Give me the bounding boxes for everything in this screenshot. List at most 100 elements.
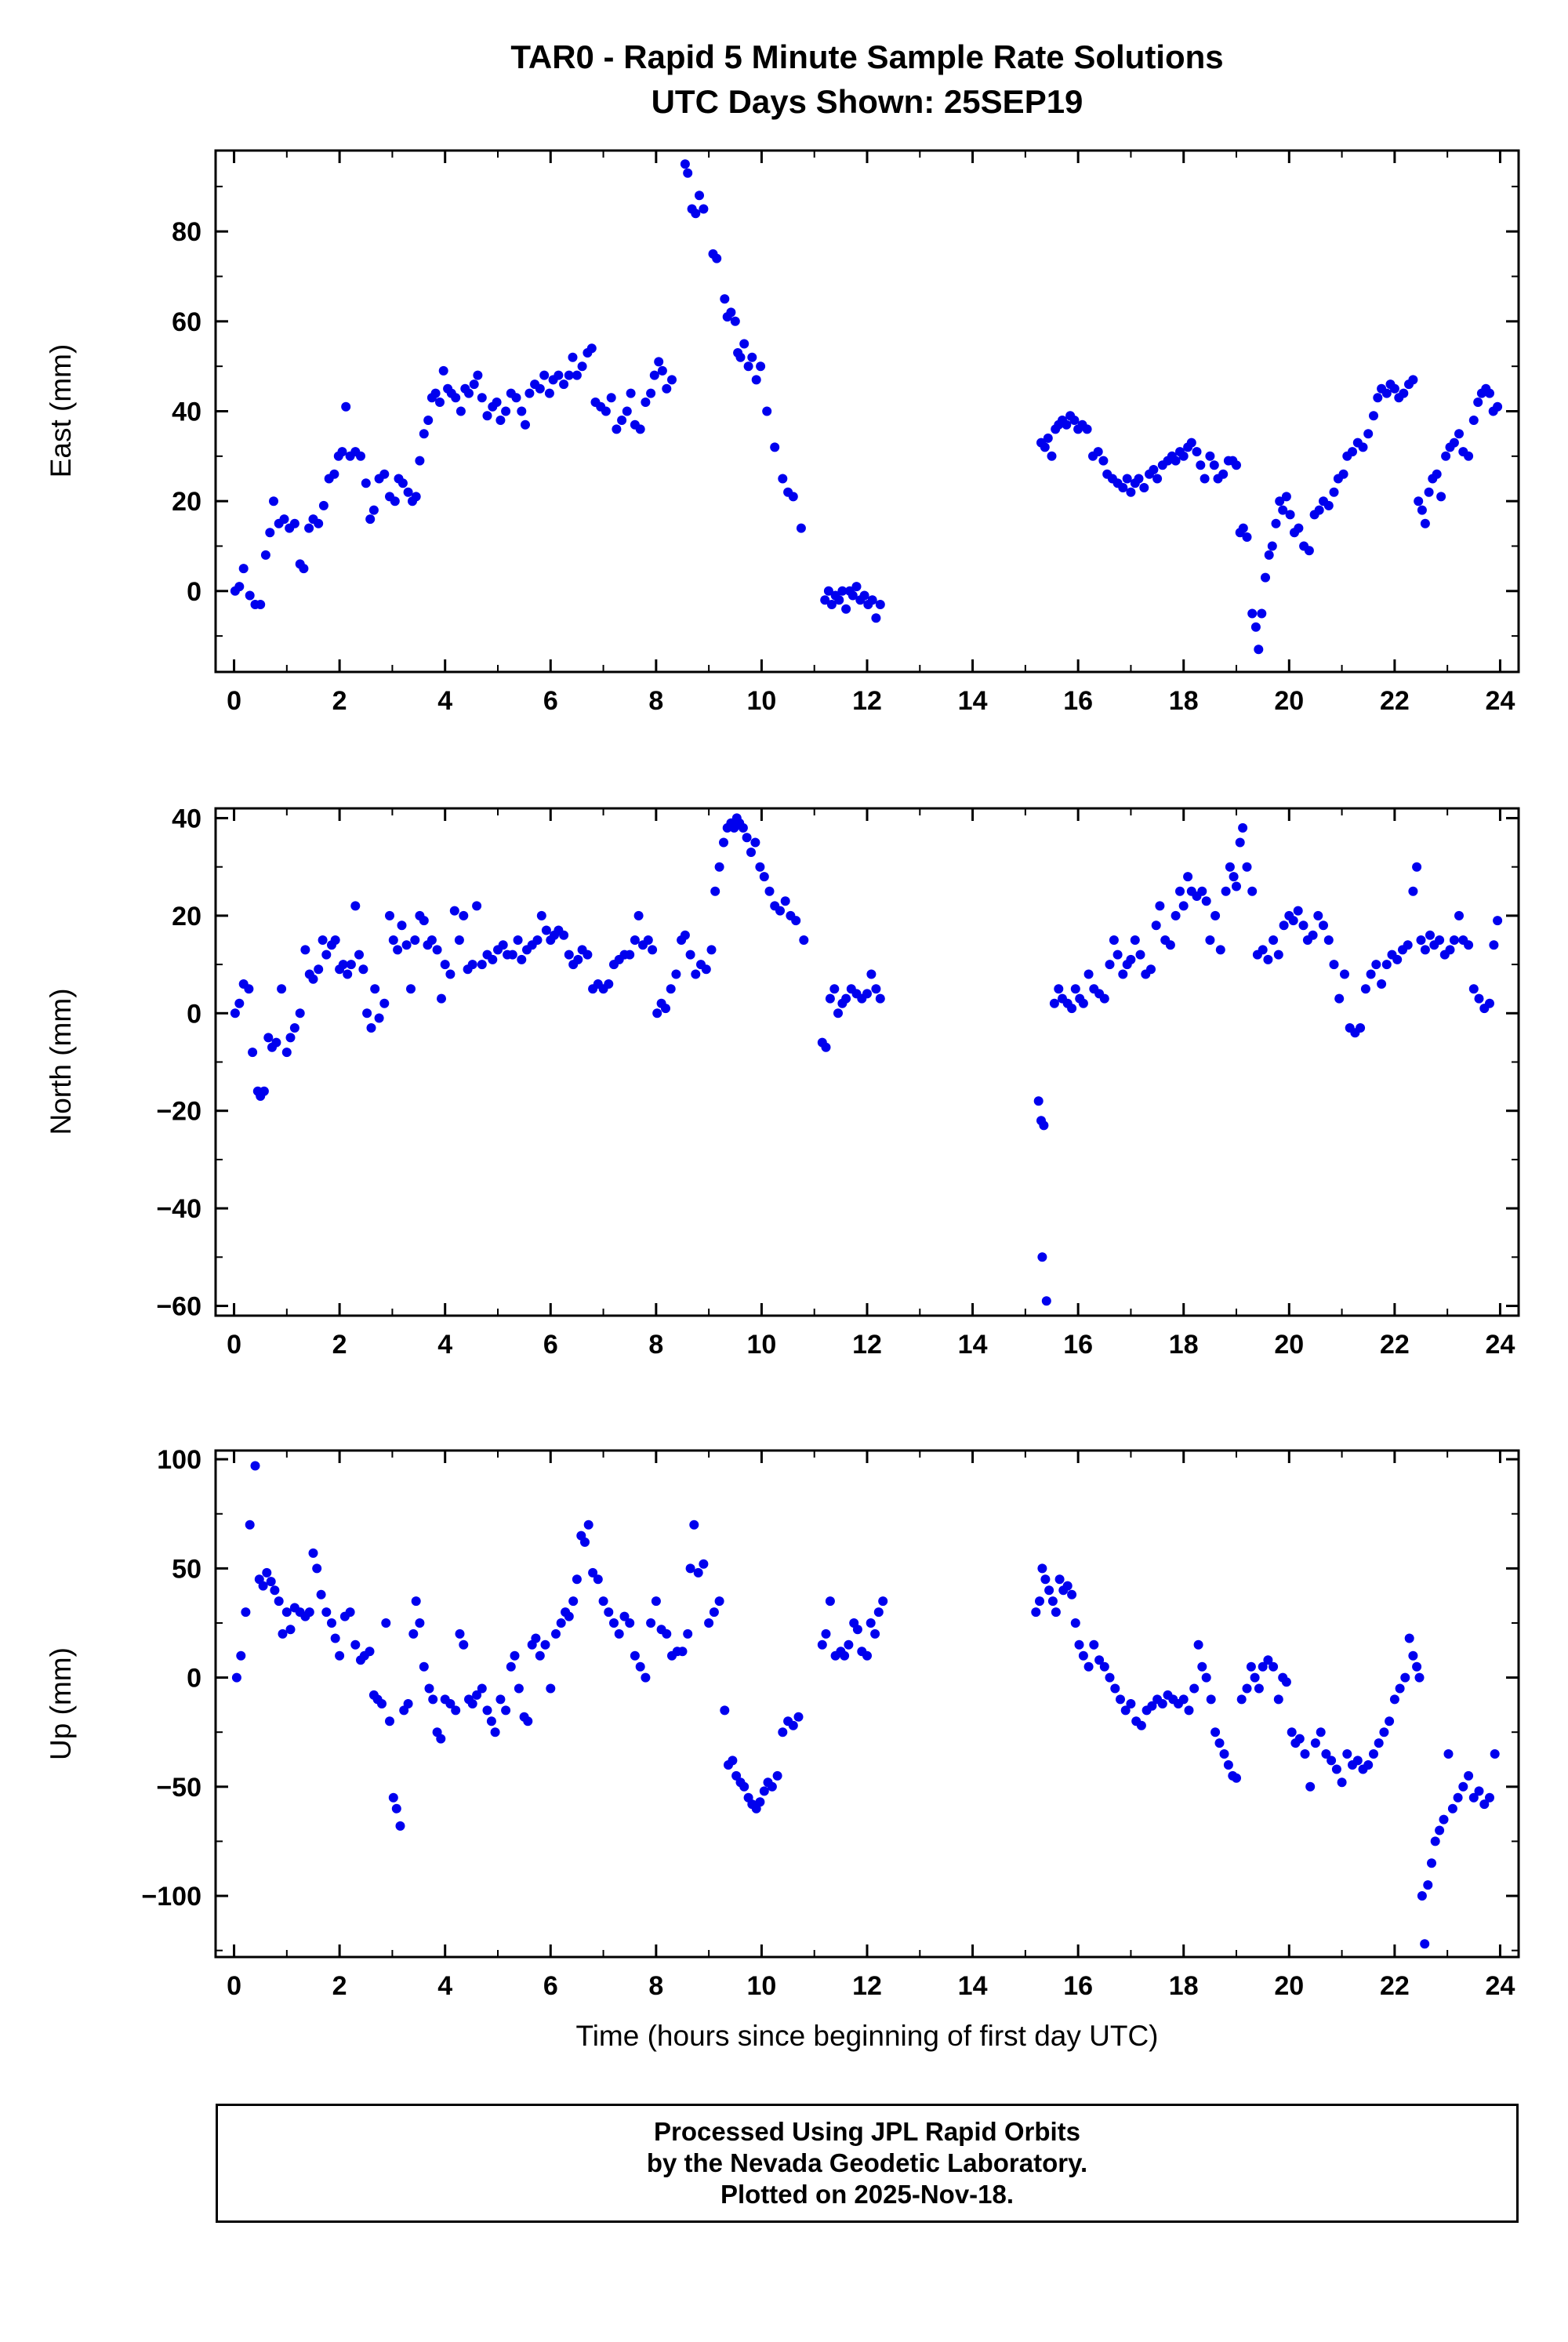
- data-point: [1412, 862, 1422, 872]
- data-point: [419, 916, 429, 926]
- data-point: [456, 406, 466, 416]
- data-point: [622, 406, 632, 416]
- data-point: [1136, 1720, 1146, 1730]
- data-point: [1439, 1814, 1449, 1825]
- x-tick-label: 22: [1380, 1971, 1410, 2001]
- data-point: [728, 1756, 738, 1766]
- data-point: [1126, 954, 1136, 964]
- data-point: [554, 370, 564, 380]
- data-point: [419, 1661, 429, 1672]
- data-point: [875, 600, 885, 609]
- data-point: [440, 960, 450, 970]
- data-point: [583, 1520, 593, 1530]
- data-point: [419, 429, 429, 439]
- x-tick-label: 14: [958, 686, 988, 716]
- data-point: [742, 833, 752, 843]
- data-point: [1298, 920, 1308, 931]
- data-point: [852, 1625, 862, 1635]
- data-point: [501, 1705, 511, 1716]
- data-point: [1049, 998, 1059, 1008]
- data-point: [250, 1461, 260, 1471]
- data-point: [1116, 1694, 1125, 1705]
- data-point: [1178, 1694, 1189, 1705]
- data-point: [1105, 1672, 1115, 1683]
- data-point: [1374, 1738, 1384, 1748]
- data-point: [759, 1786, 769, 1796]
- data-point: [299, 564, 309, 574]
- x-tick-label: 6: [543, 1971, 558, 2001]
- data-point: [1105, 960, 1115, 970]
- data-point: [1263, 954, 1273, 964]
- data-point: [1037, 1252, 1047, 1262]
- data-point: [535, 1650, 545, 1661]
- data-point: [265, 528, 275, 538]
- footer-line-3: Plotted on 2025-Nov-18.: [720, 2180, 1014, 2209]
- data-point: [583, 950, 593, 960]
- data-point: [1485, 388, 1494, 398]
- y-tick-label: 0: [187, 999, 201, 1029]
- data-point: [685, 950, 695, 960]
- x-axis-label: Time (hours since beginning of first day…: [575, 2020, 1159, 2052]
- data-point: [234, 998, 245, 1008]
- data-point: [1269, 1661, 1279, 1672]
- data-point: [1082, 424, 1092, 434]
- data-point: [401, 940, 412, 950]
- x-tick-label: 10: [747, 1330, 777, 1360]
- data-point: [662, 383, 672, 394]
- data-point: [1236, 1694, 1247, 1705]
- data-point: [577, 361, 587, 372]
- chart-subtitle: UTC Days Shown: 25SEP19: [651, 83, 1083, 120]
- data-point: [1155, 901, 1165, 911]
- data-point: [304, 1607, 314, 1618]
- data-point: [693, 1567, 703, 1578]
- x-tick-label: 0: [227, 686, 241, 716]
- data-point: [492, 398, 502, 407]
- data-point: [1414, 496, 1424, 507]
- data-point: [1264, 550, 1274, 560]
- data-point: [532, 935, 543, 945]
- data-point: [230, 1008, 240, 1018]
- data-point: [415, 456, 425, 466]
- data-point: [1458, 1781, 1468, 1792]
- data-point: [1225, 862, 1235, 872]
- x-tick-label: 12: [852, 1330, 882, 1360]
- data-point: [1242, 532, 1252, 542]
- data-point: [329, 469, 339, 479]
- data-point: [1329, 960, 1339, 970]
- data-point: [482, 1705, 492, 1716]
- x-tick-label: 2: [332, 686, 347, 716]
- data-point: [1051, 1607, 1061, 1618]
- data-point: [1047, 451, 1057, 461]
- data-point: [712, 253, 722, 263]
- x-tick-label: 24: [1486, 1330, 1515, 1360]
- data-point: [1232, 881, 1241, 891]
- data-point: [397, 920, 407, 931]
- data-point: [1054, 984, 1064, 994]
- x-tick-label: 24: [1486, 1971, 1515, 2001]
- data-point: [1313, 910, 1323, 920]
- x-tick-label: 8: [648, 1330, 663, 1360]
- x-tick-label: 20: [1274, 1330, 1304, 1360]
- data-point: [1403, 940, 1413, 950]
- data-point: [612, 424, 622, 434]
- data-point: [1254, 645, 1264, 655]
- data-point: [321, 950, 332, 960]
- data-point: [281, 1048, 292, 1058]
- data-point: [726, 307, 736, 318]
- data-point: [274, 1596, 284, 1607]
- data-point: [238, 564, 249, 574]
- x-tick-label: 24: [1486, 686, 1515, 716]
- data-point: [788, 492, 798, 502]
- data-point: [1214, 1738, 1225, 1748]
- data-point: [601, 406, 611, 416]
- data-point: [662, 1629, 672, 1639]
- data-point: [870, 1629, 880, 1639]
- data-point: [817, 1639, 827, 1650]
- data-point: [859, 590, 869, 601]
- data-point: [568, 352, 578, 362]
- data-point: [1273, 1694, 1283, 1705]
- data-point: [437, 993, 446, 1004]
- data-point: [1178, 901, 1189, 911]
- data-point: [449, 906, 459, 916]
